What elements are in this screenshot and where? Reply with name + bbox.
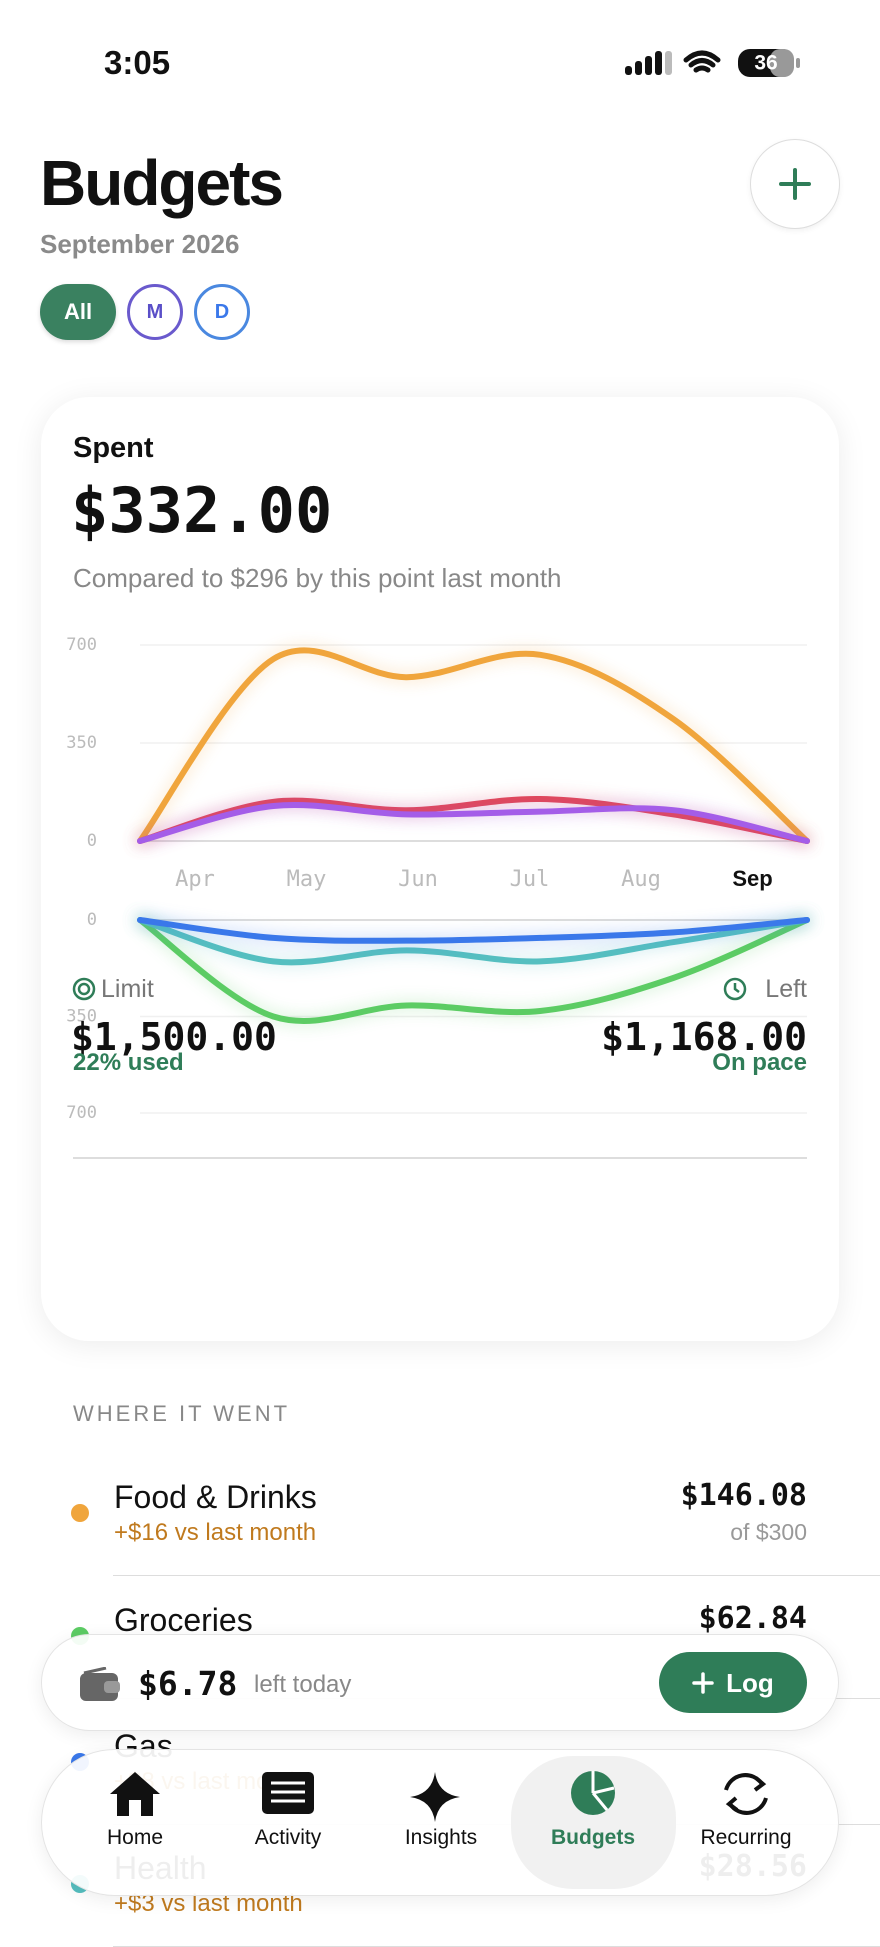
category-change: +$16 vs last month (114, 1519, 317, 1546)
tab-bar: Home Activity Insights Budgets Recurring (41, 1749, 839, 1896)
today-label: left today (254, 1671, 352, 1698)
series-line (137, 917, 810, 966)
insights-icon (410, 1772, 460, 1822)
y-tick-label: 700 (66, 635, 97, 655)
category-amount: $146.08 (680, 1478, 807, 1513)
battery-level: 36 (754, 52, 777, 75)
tab-label[interactable]: Activity (254, 1826, 322, 1849)
comparison: Compared to $296 by this point last mont… (73, 563, 562, 593)
limit-note: 22% used (73, 1049, 184, 1076)
spent-card: Spent $332.00 Compared to $296 by this p… (41, 397, 839, 1341)
filter-pill[interactable]: D (194, 284, 250, 340)
x-tick-label: May (287, 867, 327, 892)
x-tick-label: Apr (175, 867, 215, 892)
limit-amount: $1,500.00 (71, 1015, 277, 1059)
chart: 0 350 700 Apr May Jun Jul Aug Sep 0 350 700 (66, 635, 810, 1159)
status-icons: 36 (625, 49, 800, 77)
category-budget: of $300 (730, 1519, 807, 1545)
add-button[interactable] (750, 139, 840, 229)
x-tick-label: Sep (732, 866, 772, 891)
y-tick-label: 350 (66, 733, 97, 753)
category-amount: $62.84 (698, 1601, 807, 1636)
spent-label: Spent (73, 432, 154, 464)
plus-icon (779, 168, 811, 200)
activity-icon (262, 1772, 314, 1814)
left-note: On pace (712, 1049, 807, 1076)
series-line (137, 917, 810, 1024)
row-divider (113, 1575, 880, 1576)
log-button[interactable]: Log (659, 1652, 807, 1713)
filter-pill[interactable]: M (127, 284, 183, 340)
tab-label[interactable]: Recurring (700, 1826, 792, 1849)
y-tick-label: 0 (87, 910, 97, 930)
today-amount: $6.78 (138, 1664, 238, 1703)
series-line (137, 647, 810, 844)
limit-label: Limit (101, 975, 154, 1003)
limit-icon (72, 977, 96, 1001)
page-subtitle: September 2026 (40, 229, 240, 259)
x-tick-label: Jul (510, 867, 550, 892)
home-icon (110, 1772, 160, 1816)
tab-label[interactable]: Insights (404, 1826, 478, 1849)
category-name: Food & Drinks (114, 1479, 317, 1515)
series-line (137, 795, 810, 844)
budgets-icon (571, 1771, 615, 1815)
log-label: Log (726, 1667, 774, 1698)
left-label: Left (765, 975, 807, 1003)
today-bar: $6.78 left today Log (41, 1634, 839, 1731)
category-dot (71, 1504, 89, 1522)
tab-label[interactable]: Home (106, 1826, 164, 1849)
left-amount: $1,168.00 (601, 1015, 807, 1059)
x-tick-label: Jun (398, 867, 438, 892)
x-tick-label: Aug (621, 867, 661, 892)
tab-label[interactable]: Budgets (551, 1826, 635, 1849)
plus-icon (692, 1671, 714, 1694)
tab-icons (110, 1771, 768, 1822)
y-tick-label: 700 (66, 1103, 97, 1123)
page-title: Budgets (40, 147, 284, 219)
recurring-icon (724, 1773, 768, 1815)
y-tick-label: 350 (66, 1007, 97, 1027)
clock-icon (723, 977, 747, 1001)
series-line (137, 802, 810, 844)
wallet-icon (80, 1667, 120, 1701)
series-line (137, 917, 810, 944)
section-title: WHERE IT WENT (73, 1401, 291, 1426)
status-time: 3:05 (104, 44, 171, 81)
category-name: Groceries (114, 1602, 253, 1638)
y-tick-label: 0 (87, 831, 97, 851)
spent-amount: $332.00 (71, 474, 333, 547)
filter-pill[interactable]: All (40, 284, 116, 340)
